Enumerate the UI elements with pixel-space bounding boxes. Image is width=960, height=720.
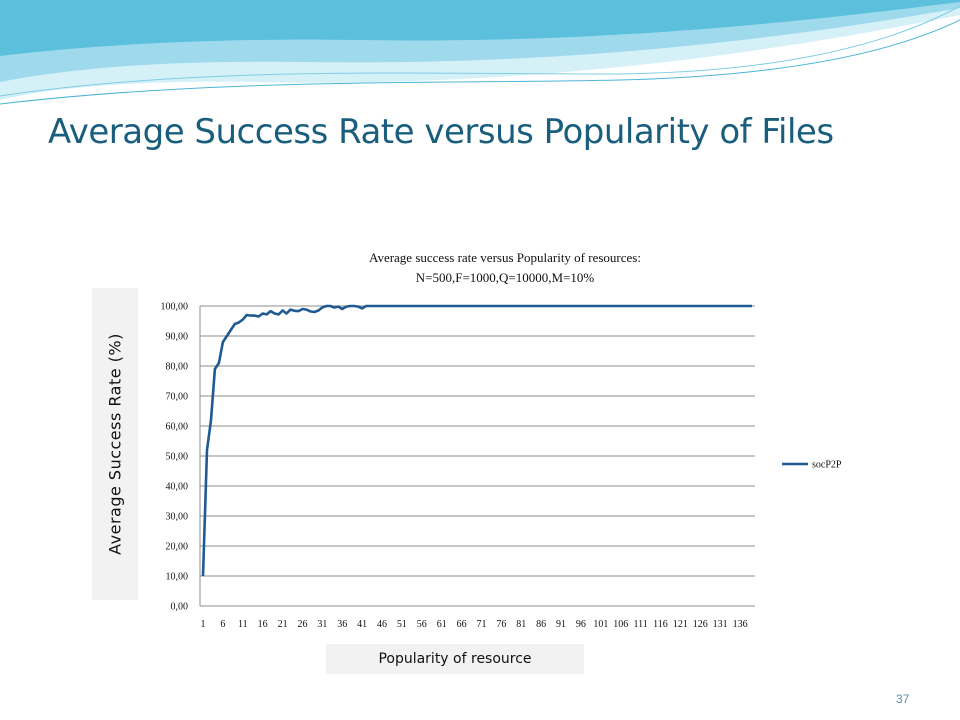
banner-line-1 bbox=[0, 5, 960, 97]
x-tick-label: 21 bbox=[278, 619, 288, 630]
x-tick-label: 6 bbox=[220, 619, 225, 630]
x-tick-label: 51 bbox=[397, 619, 407, 630]
x-tick-label: 91 bbox=[556, 619, 566, 630]
y-axis-ticks: 0,00 10,00 20,00 30,00 40,00 50,00 60,00 70,00 8… bbox=[161, 302, 189, 613]
x-axis-ticks: 1 6 11 16 21 26 31 36 41 46 51 56 61 66 71 76 81 86 91 96 10… bbox=[201, 619, 748, 630]
x-tick-label: 106 bbox=[613, 619, 628, 630]
banner-line-2 bbox=[0, 19, 960, 105]
x-tick-label: 96 bbox=[576, 619, 586, 630]
header-wave-banner bbox=[0, 0, 960, 105]
y-tick-label: 20,00 bbox=[166, 542, 189, 553]
x-tick-label: 101 bbox=[593, 619, 608, 630]
y-tick-label: 10,00 bbox=[166, 572, 189, 583]
x-tick-label: 66 bbox=[457, 619, 467, 630]
x-tick-label: 111 bbox=[633, 619, 647, 630]
y-tick-label: 80,00 bbox=[166, 362, 189, 373]
x-tick-label: 81 bbox=[516, 619, 526, 630]
chart-gridlines bbox=[199, 305, 755, 607]
y-tick-label: 0,00 bbox=[171, 602, 189, 613]
x-tick-label: 26 bbox=[297, 619, 307, 630]
y-tick-label: 100,00 bbox=[161, 302, 189, 313]
series-line bbox=[201, 304, 752, 577]
x-tick-label: 11 bbox=[238, 619, 248, 630]
y-tick-label: 40,00 bbox=[166, 482, 189, 493]
x-tick-label: 121 bbox=[673, 619, 688, 630]
x-tick-label: 56 bbox=[417, 619, 427, 630]
y-tick-label: 30,00 bbox=[166, 512, 189, 523]
x-tick-label: 1 bbox=[201, 619, 206, 630]
chart-title-line: Average success rate versus Popularity o… bbox=[369, 250, 641, 265]
chart-legend: socP2P bbox=[782, 460, 842, 471]
x-tick-label: 131 bbox=[713, 619, 728, 630]
chart-series bbox=[201, 304, 752, 577]
chart-title-line: N=500,F=1000,Q=10000,M=10% bbox=[416, 270, 595, 285]
x-tick-label: 136 bbox=[733, 619, 748, 630]
x-tick-label: 76 bbox=[496, 619, 506, 630]
x-tick-label: 41 bbox=[357, 619, 367, 630]
y-axis-label-box bbox=[92, 288, 138, 600]
legend-label: socP2P bbox=[812, 460, 842, 471]
banner-wave-dark bbox=[0, 0, 960, 56]
x-tick-label: 71 bbox=[476, 619, 486, 630]
x-axis-label: Popularity of resource bbox=[326, 644, 584, 674]
slide-title: Average Success Rate versus Popularity o… bbox=[48, 112, 834, 152]
y-tick-label: 50,00 bbox=[166, 452, 189, 463]
x-tick-label: 16 bbox=[258, 619, 268, 630]
x-tick-label: 126 bbox=[693, 619, 708, 630]
slide-number: 37 bbox=[896, 692, 910, 706]
y-tick-label: 60,00 bbox=[166, 422, 189, 433]
x-tick-label: 46 bbox=[377, 619, 387, 630]
chart-title: Average success rate versus Popularity o… bbox=[369, 250, 641, 285]
x-tick-label: 61 bbox=[437, 619, 447, 630]
x-tick-label: 36 bbox=[337, 619, 347, 630]
x-tick-label: 86 bbox=[536, 619, 546, 630]
y-tick-label: 90,00 bbox=[166, 332, 189, 343]
x-tick-label: 31 bbox=[317, 619, 327, 630]
y-tick-label: 70,00 bbox=[166, 392, 189, 403]
x-tick-label: 116 bbox=[653, 619, 668, 630]
